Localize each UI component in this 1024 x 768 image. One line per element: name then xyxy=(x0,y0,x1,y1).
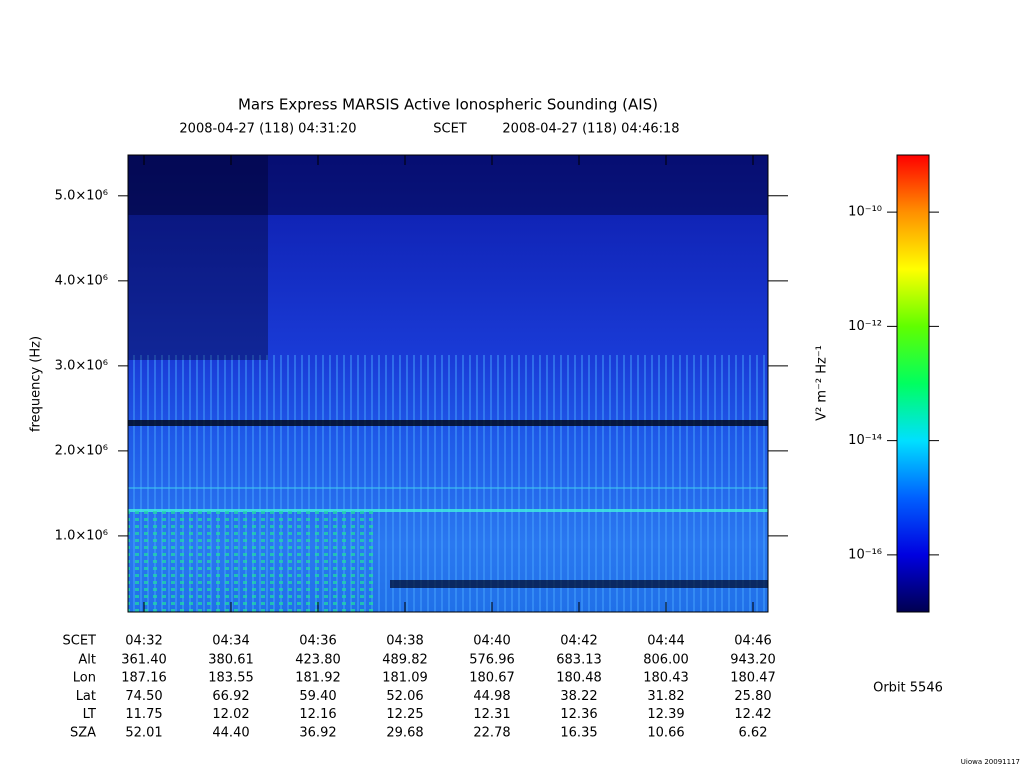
y-tick-label: 5.0×10⁶ xyxy=(55,188,108,203)
cell: 44.40 xyxy=(212,725,249,740)
cell: 180.47 xyxy=(730,671,776,686)
cell: 66.92 xyxy=(212,689,249,704)
colorbar-label: V² m⁻² Hz⁻¹ xyxy=(815,345,830,421)
cell: 183.55 xyxy=(208,671,254,686)
row-label: LT xyxy=(83,707,96,722)
colorbar-tick-label: 10⁻¹² xyxy=(848,319,882,334)
x-tick-label: 04:42 xyxy=(560,634,597,649)
cell: 25.80 xyxy=(734,689,771,704)
subtitle-frame: SCET xyxy=(433,122,467,137)
cell: 6.62 xyxy=(739,725,768,740)
cell: 44.98 xyxy=(473,689,510,704)
x-tick-label: 04:36 xyxy=(299,634,336,649)
cell: 423.80 xyxy=(295,653,341,668)
cell: 12.16 xyxy=(299,707,336,722)
y-tick-label: 2.0×10⁶ xyxy=(55,443,108,458)
cell: 361.40 xyxy=(121,653,167,668)
cell: 181.09 xyxy=(382,671,428,686)
cell: 12.31 xyxy=(473,707,510,722)
row-label: SZA xyxy=(70,725,96,740)
x-tick-label: 04:44 xyxy=(647,634,684,649)
cell: 11.75 xyxy=(125,707,162,722)
x-tick-label: 04:38 xyxy=(386,634,423,649)
cell: 489.82 xyxy=(382,653,428,668)
spectrogram xyxy=(127,154,769,613)
cell: 22.78 xyxy=(473,725,510,740)
cell: 683.13 xyxy=(556,653,602,668)
colorbar xyxy=(896,154,930,613)
cell: 180.48 xyxy=(556,671,602,686)
cell: 31.82 xyxy=(647,689,684,704)
orbit: Orbit 5546 xyxy=(873,681,943,696)
y-tick-label: 1.0×10⁶ xyxy=(55,528,108,543)
colorbar-tick-label: 10⁻¹⁰ xyxy=(848,205,882,220)
credit: Uiowa 20091117 xyxy=(961,758,1020,766)
cell: 180.67 xyxy=(469,671,515,686)
cell: 12.42 xyxy=(734,707,771,722)
cell: 16.35 xyxy=(560,725,597,740)
y-axis-label: frequency (Hz) xyxy=(29,336,44,432)
cell: 12.36 xyxy=(560,707,597,722)
cell: 52.01 xyxy=(125,725,162,740)
cell: 380.61 xyxy=(208,653,254,668)
row-label: Lat xyxy=(76,689,96,704)
cell: 59.40 xyxy=(299,689,336,704)
cell: 576.96 xyxy=(469,653,515,668)
colorbar-tick-label: 10⁻¹⁶ xyxy=(848,547,882,562)
cell: 52.06 xyxy=(386,689,423,704)
y-tick-label: 4.0×10⁶ xyxy=(55,273,108,288)
x-tick-label: 04:32 xyxy=(125,634,162,649)
cell: 806.00 xyxy=(643,653,689,668)
row-label: Lon xyxy=(73,671,96,686)
cell: 29.68 xyxy=(386,725,423,740)
subtitle-end: 2008-04-27 (118) 04:46:18 xyxy=(502,122,679,137)
cell: 12.39 xyxy=(647,707,684,722)
chart-title: Mars Express MARSIS Active Ionospheric S… xyxy=(238,96,658,114)
x-tick-label: 04:46 xyxy=(734,634,771,649)
cell: 10.66 xyxy=(647,725,684,740)
x-axis-label: SCET xyxy=(63,634,97,649)
cell: 12.25 xyxy=(386,707,423,722)
cell: 187.16 xyxy=(121,671,167,686)
cell: 36.92 xyxy=(299,725,336,740)
x-tick-label: 04:40 xyxy=(473,634,510,649)
subtitle-start: 2008-04-27 (118) 04:31:20 xyxy=(179,122,356,137)
cell: 74.50 xyxy=(125,689,162,704)
cell: 180.43 xyxy=(643,671,689,686)
colorbar-tick-label: 10⁻¹⁴ xyxy=(848,433,882,448)
cell: 12.02 xyxy=(212,707,249,722)
row-label: Alt xyxy=(78,653,96,668)
y-tick-label: 3.0×10⁶ xyxy=(55,358,108,373)
cell: 38.22 xyxy=(560,689,597,704)
cell: 181.92 xyxy=(295,671,341,686)
cell: 943.20 xyxy=(730,653,776,668)
x-tick-label: 04:34 xyxy=(212,634,249,649)
